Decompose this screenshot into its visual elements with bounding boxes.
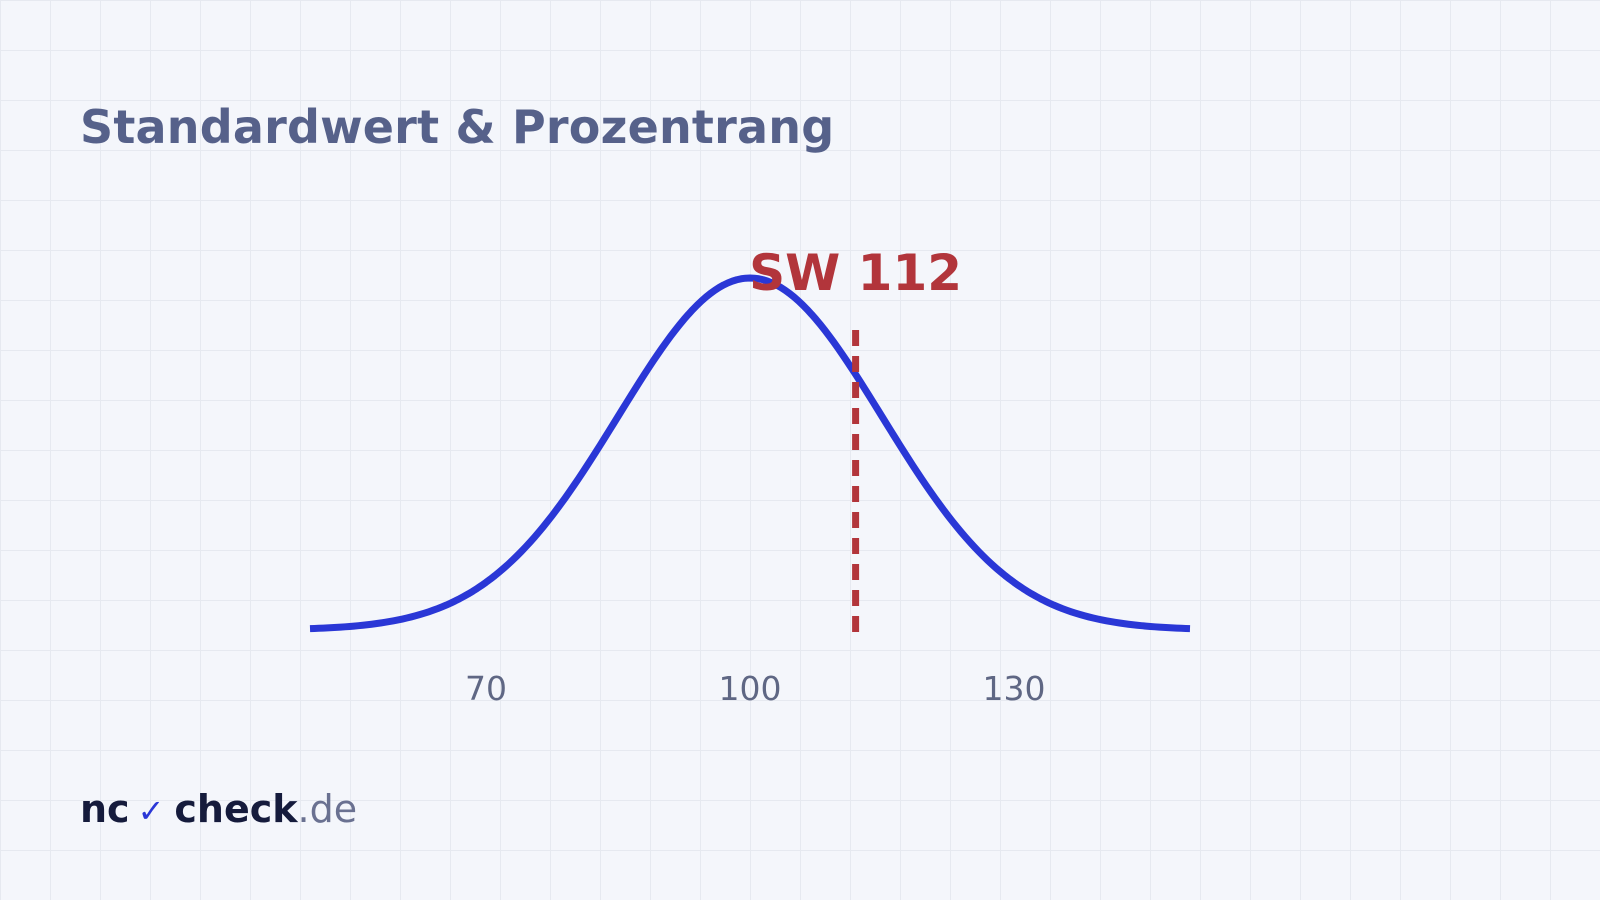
check-icon: ✓ xyxy=(137,792,165,830)
x-tick-label: 100 xyxy=(719,669,782,708)
chart-title: Standardwert & Prozentrang xyxy=(80,100,835,154)
x-tick-label: 70 xyxy=(465,669,507,708)
bell-curve-line xyxy=(309,274,1191,633)
logo-check: check xyxy=(174,787,298,831)
logo: nc ✓ check.de xyxy=(80,790,357,828)
x-tick-label: 130 xyxy=(983,669,1046,708)
x-axis-tick-labels: 70 100 130 xyxy=(465,669,1046,708)
logo-domain: .de xyxy=(297,787,358,831)
logo-nc: nc xyxy=(80,787,130,831)
sw-marker-label: SW 112 xyxy=(749,244,962,302)
